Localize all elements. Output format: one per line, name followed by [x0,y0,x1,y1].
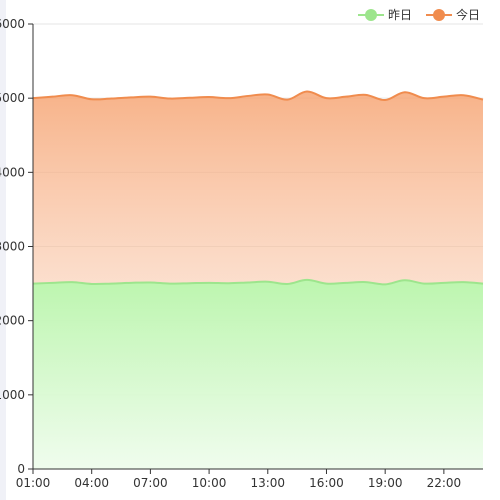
x-tick-label: 01:00 [16,476,51,490]
area-yesterday [33,279,483,469]
series-layer [32,90,484,469]
y-tick-label: 0 [17,462,25,476]
x-tick-label: 22:00 [427,476,462,490]
y-tick-label: 5000 [0,91,25,105]
x-tick-label: 10:00 [192,476,227,490]
legend-marker-today [425,8,452,22]
legend-item-today[interactable]: 今日 [425,6,480,23]
series-line-today [32,90,484,102]
y-tick-label: 1000 [0,388,25,402]
legend-item-yesterday[interactable]: 昨日 [357,6,412,23]
window-edge-strip [0,0,6,500]
x-tick-label: 16:00 [309,476,344,490]
x-tick-label: 13:00 [250,476,285,490]
x-tick-label: 07:00 [133,476,168,490]
x-tick-label: 19:00 [368,476,403,490]
y-tick-label: 6000 [0,17,25,31]
legend-label-yesterday: 昨日 [387,8,412,22]
y-tick-label: 3000 [0,240,25,254]
legend-label-today: 今日 [455,8,480,22]
legend: 昨日 今日 [357,6,480,23]
legend-marker-yesterday [357,8,384,22]
axes: 0 1000 2000 3000 4000 5000 6000 01:00 04:00 07:00… [0,17,483,490]
series-line-yesterday [32,278,484,286]
x-tick-label: 04:00 [74,476,109,490]
y-tick-label: 4000 [0,165,25,179]
y-tick-label: 2000 [0,314,25,328]
